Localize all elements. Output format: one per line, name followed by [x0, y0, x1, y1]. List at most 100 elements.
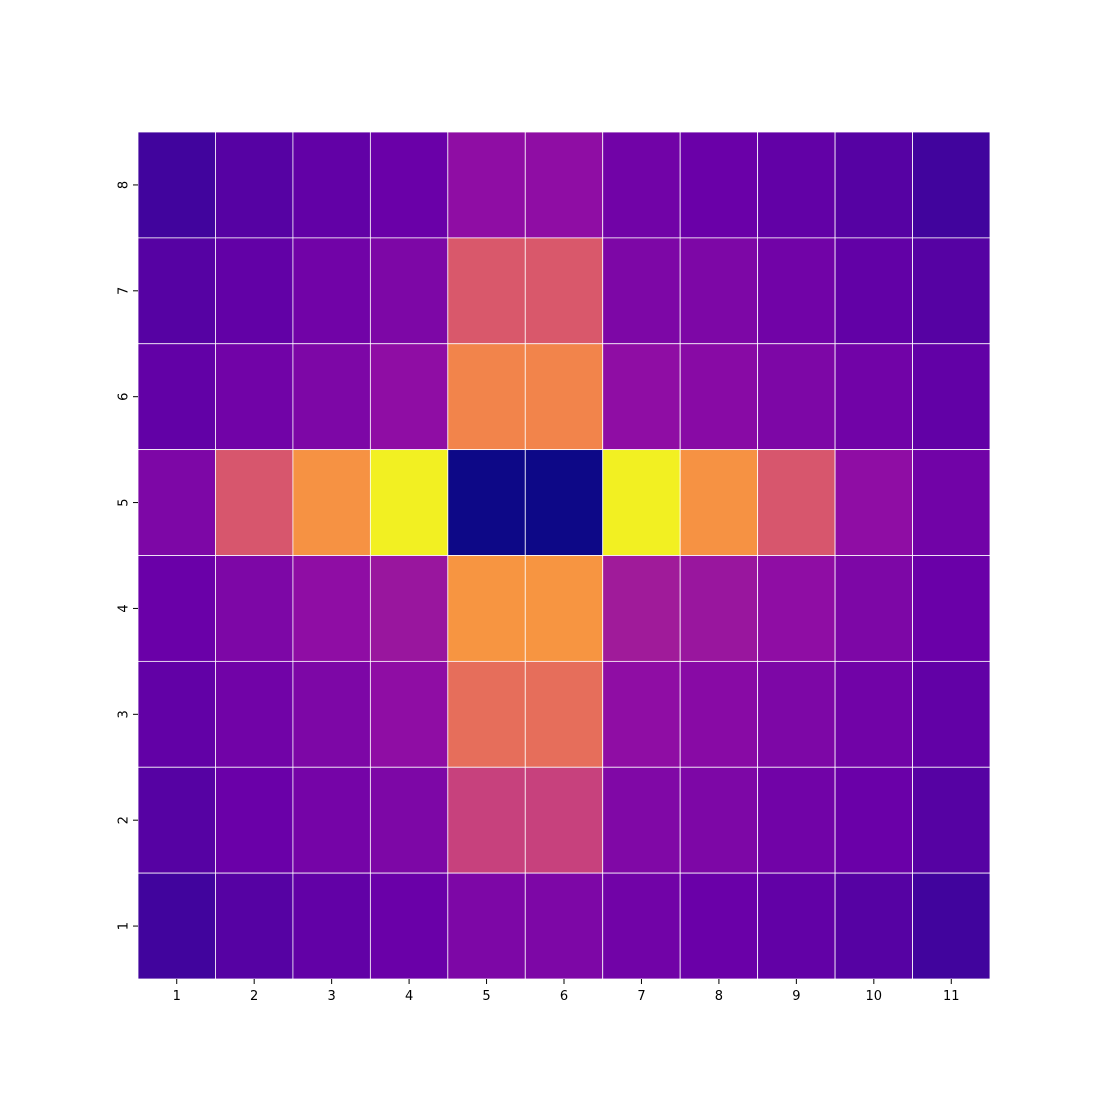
heatmap-cell — [602, 131, 681, 239]
heatmap-cell — [757, 872, 836, 980]
heatmap-cell — [215, 872, 294, 980]
heatmap-cell — [757, 343, 836, 451]
heatmap-cell — [524, 660, 604, 768]
heatmap-cell — [369, 131, 449, 239]
heatmap-cell — [602, 872, 681, 980]
heatmap-cell — [679, 872, 759, 980]
heatmap-cell — [524, 555, 604, 662]
heatmap-cell — [679, 131, 759, 239]
x-axis-ticks: 1 2 3 4 5 6 7 8 9 10 11 — [173, 979, 960, 1004]
y-tick-label: 7 — [117, 287, 132, 295]
heatmap-cell — [834, 449, 913, 556]
x-tick-label: 6 — [560, 989, 568, 1004]
heatmap-cell — [912, 872, 991, 980]
heatmap-cell — [137, 131, 216, 239]
heatmap-cell — [834, 343, 913, 451]
heatmap-cell — [757, 660, 836, 768]
heatmap-cell — [215, 343, 294, 451]
heatmap-cell — [447, 555, 526, 662]
heatmap-cell — [215, 660, 294, 768]
x-tick-label: 1 — [173, 989, 181, 1004]
heatmap-cell — [292, 555, 371, 662]
heatmap-cell — [757, 766, 836, 874]
heatmap-cell — [447, 766, 526, 874]
x-tick-label: 2 — [250, 989, 258, 1004]
heatmap-cell — [215, 237, 294, 345]
heatmap-cell — [369, 555, 449, 662]
heatmap-cell — [137, 237, 216, 345]
heatmap-cell — [137, 449, 216, 556]
heatmap-cell — [602, 766, 681, 874]
heatmap-cell — [137, 555, 216, 662]
heatmap-cell — [602, 343, 681, 451]
heatmap-cell — [524, 872, 604, 980]
heatmap-cell — [292, 343, 371, 451]
heatmap-cell — [447, 237, 526, 345]
heatmap-cell — [215, 766, 294, 874]
heatmap-cell — [292, 449, 371, 556]
heatmap-cell — [369, 237, 449, 345]
y-tick-label: 8 — [117, 181, 132, 189]
heatmap-cell — [912, 449, 991, 556]
heatmap-cell — [912, 660, 991, 768]
y-tick-label: 4 — [117, 604, 132, 612]
y-tick-label: 1 — [117, 922, 132, 930]
heatmap-cell — [834, 555, 913, 662]
heatmap-cell — [679, 660, 759, 768]
heatmap-cell — [447, 872, 526, 980]
x-tick-label: 5 — [482, 989, 490, 1004]
heatmap-cell — [369, 449, 449, 556]
heatmap-cell — [447, 660, 526, 768]
heatmap-cell — [369, 343, 449, 451]
heatmap-cell — [292, 872, 371, 980]
heatmap-cell — [524, 449, 604, 556]
heatmap-cell — [602, 660, 681, 768]
heatmap-cell — [524, 237, 604, 345]
heatmap-cell — [757, 131, 836, 239]
heatmap-cell — [834, 131, 913, 239]
x-tick-label: 9 — [792, 989, 800, 1004]
x-tick-label: 10 — [866, 989, 883, 1004]
heatmap-cell — [912, 131, 991, 239]
heatmap-cell — [369, 872, 449, 980]
heatmap-cell — [679, 555, 759, 662]
heatmap-cell — [679, 449, 759, 556]
heatmap-cell — [912, 555, 991, 662]
heatmap-cell — [912, 766, 991, 874]
heatmap-cell — [215, 449, 294, 556]
x-tick-label: 7 — [637, 989, 645, 1004]
heatmap-cell — [834, 237, 913, 345]
heatmap-cell — [447, 343, 526, 451]
heatmap-cell — [137, 766, 216, 874]
heatmap-cell — [292, 660, 371, 768]
heatmap-cell — [834, 660, 913, 768]
x-tick-label: 4 — [405, 989, 413, 1004]
heatmap-cell — [757, 555, 836, 662]
heatmap-cell — [757, 449, 836, 556]
heatmap-cell — [447, 449, 526, 556]
y-tick-label: 2 — [117, 816, 132, 824]
heatmap-cell — [912, 343, 991, 451]
heatmap-cell — [137, 872, 216, 980]
heatmap-cells — [137, 131, 991, 980]
heatmap-cell — [137, 343, 216, 451]
heatmap-cell — [292, 131, 371, 239]
x-tick-label: 8 — [715, 989, 723, 1004]
heatmap-cell — [679, 766, 759, 874]
heatmap-cell — [447, 131, 526, 239]
heatmap-cell — [369, 660, 449, 768]
y-tick-label: 3 — [117, 710, 132, 718]
y-axis-ticks: 8 7 6 5 4 3 2 1 — [117, 181, 138, 930]
heatmap-cell — [215, 131, 294, 239]
heatmap-cell — [524, 343, 604, 451]
heatmap-cell — [679, 237, 759, 345]
heatmap-cell — [602, 449, 681, 556]
heatmap-cell — [292, 237, 371, 345]
y-tick-label: 6 — [117, 393, 132, 401]
heatmap-cell — [524, 766, 604, 874]
heatmap-cell — [524, 131, 604, 239]
heatmap-cell — [834, 872, 913, 980]
heatmap-cell — [137, 660, 216, 768]
